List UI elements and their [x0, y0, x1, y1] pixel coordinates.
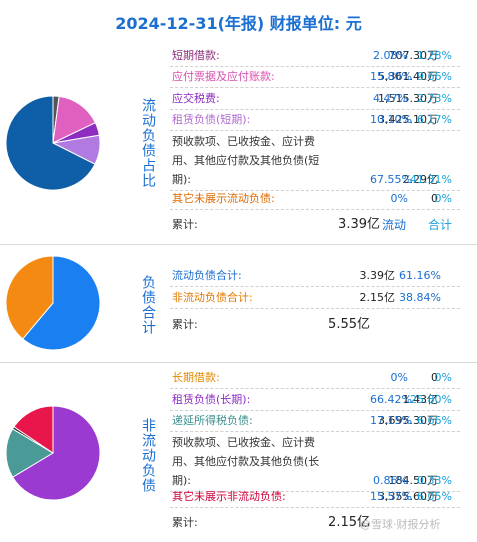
table-row: 递延所得税负债: 3,695.30万 17.15% 6.66% [170, 411, 460, 432]
row-percent-total: 1.28% [417, 49, 452, 62]
row-amount: 0 [431, 371, 438, 384]
row-percent-total: 0% [434, 371, 452, 384]
current-liabilities-pie [5, 95, 101, 191]
row-label: 其它未展示流动负债: [172, 192, 275, 205]
pie-slice [21, 255, 101, 351]
row-label: 租赁负债(短期): [172, 113, 251, 126]
divider [0, 244, 477, 245]
row-amount: 707.30万 [388, 49, 439, 62]
current-total-row: 累计: 3.39亿 流动 合计 [170, 214, 460, 236]
total-label: 累计: [172, 318, 198, 331]
row-label: 短期借款: [172, 49, 220, 62]
row-amount: 1,515.30万 [378, 92, 438, 105]
table-row: 预收款项、已收按金、应计费用、其他应付款及其他负债(短期): 2.29亿 67.55… [170, 132, 460, 191]
total-link[interactable]: 合计 [428, 218, 453, 232]
table-row: 长期借款: 0 0% 0% [170, 368, 460, 389]
pie-slice [11, 405, 101, 501]
row-percent-section: 15.57% [370, 490, 412, 503]
row-label: 预收款项、已收按金、应计费用、其他应付款及其他负债(长期): [172, 436, 320, 487]
row-percent-total: 0% [434, 192, 452, 205]
current-liabilities-label: 流动负债占比 [140, 98, 156, 188]
row-percent-total: 25.80% [410, 393, 452, 406]
row-percent-section: 2.08% [373, 49, 408, 62]
row-amount: 2.15亿 [359, 291, 396, 304]
table-row: 租赁负债(长期): 1.43亿 66.42% 25.80% [170, 390, 460, 411]
row-label: 预收款项、已收按金、应计费用、其他应付款及其他负债(短期): [172, 135, 320, 186]
row-label: 应付票据及应付账款: [172, 70, 275, 83]
row-percent-section: 4.47% [373, 92, 408, 105]
row-percent-section: 67.55% [370, 173, 412, 186]
row-amount: 184.50万 [388, 474, 439, 487]
row-percent-total: 41.31% [410, 173, 452, 186]
row-percent-total: 0.33% [417, 474, 452, 487]
watermark: @雪球·财报分析 [360, 518, 441, 531]
table-row: 应交税费: 1,515.30万 4.47% 2.73% [170, 89, 460, 110]
noncurrent-total-row: 累计: 2.15亿 [170, 512, 460, 534]
noncurrent-liabilities-label: 非流动负债 [140, 417, 156, 493]
row-percent-section: 61.16% [399, 269, 441, 282]
table-row: 流动负债合计: 3.39亿 61.16% [170, 266, 460, 287]
row-percent-total: 6.17% [417, 113, 452, 126]
row-amount: 5,361.40万 [378, 70, 438, 83]
table-row: 非流动负债合计: 2.15亿 38.84% [170, 288, 460, 309]
table-row: 其它未展示非流动负债: 3,355.60万 15.57% 6.05% [170, 487, 460, 508]
total-liabilities-label: 负债合计 [140, 275, 156, 335]
table-row: 应付票据及应付账款: 5,361.40万 15.80% 9.66% [170, 67, 460, 88]
current-link[interactable]: 流动 [382, 218, 407, 232]
page-title: 2024-12-31(年报) 财报单位: 元 [115, 14, 362, 33]
total-label: 累计: [172, 218, 198, 231]
divider [0, 362, 477, 363]
row-percent-total: 9.66% [417, 70, 452, 83]
row-amount: 3.39亿 [359, 269, 396, 282]
table-row: 短期借款: 707.30万 2.08% 1.28% [170, 46, 460, 67]
row-label: 其它未展示非流动负债: [172, 490, 286, 503]
total-amount: 5.55亿 [328, 317, 370, 332]
table-row: 其它未展示流动负债: 0 0% 0% [170, 189, 460, 210]
row-percent-section: 15.80% [370, 70, 412, 83]
row-percent-section: 10.10% [370, 113, 412, 126]
table-row: 租赁负债(短期): 3,425.10万 10.10% 6.17% [170, 110, 460, 131]
row-amount: 3,695.30万 [378, 414, 438, 427]
row-label: 递延所得税负债: [172, 414, 253, 427]
row-amount: 0 [431, 192, 438, 205]
row-percent-section: 0% [390, 371, 408, 384]
row-percent-total: 2.73% [417, 92, 452, 105]
row-percent-total: 6.66% [417, 414, 452, 427]
pie-slice [5, 95, 96, 191]
row-label: 非流动负债合计: [172, 291, 253, 304]
liabilities-total-row: 累计: 5.55亿 [170, 314, 460, 336]
row-amount: 1.43亿 [402, 393, 439, 406]
noncurrent-liabilities-pie [5, 405, 101, 501]
row-label: 流动负债合计: [172, 269, 242, 282]
total-label: 累计: [172, 516, 198, 529]
row-amount: 3,355.60万 [378, 490, 438, 503]
row-percent-section: 0.86% [373, 474, 408, 487]
row-percent-section: 0% [390, 192, 408, 205]
pie-slice [13, 405, 54, 454]
row-percent-section: 17.15% [370, 414, 412, 427]
table-row: 预收款项、已收按金、应计费用、其他应付款及其他负债(长期): 184.50万 0.8… [170, 433, 460, 492]
row-label: 应交税费: [172, 92, 220, 105]
total-amount: 2.15亿 [328, 515, 370, 530]
liabilities-pie [5, 255, 101, 351]
pie-slice [52, 95, 97, 144]
total-amount: 3.39亿 [338, 217, 380, 232]
row-label: 租赁负债(长期): [172, 393, 251, 406]
row-label: 长期借款: [172, 371, 220, 384]
row-percent-section: 66.42% [370, 393, 412, 406]
row-percent-section: 38.84% [399, 291, 441, 304]
row-amount: 2.29亿 [402, 173, 439, 186]
row-amount: 3,425.10万 [378, 113, 438, 126]
pie-slice [5, 255, 54, 340]
pie-slice [5, 428, 54, 478]
row-percent-total: 6.05% [417, 490, 452, 503]
